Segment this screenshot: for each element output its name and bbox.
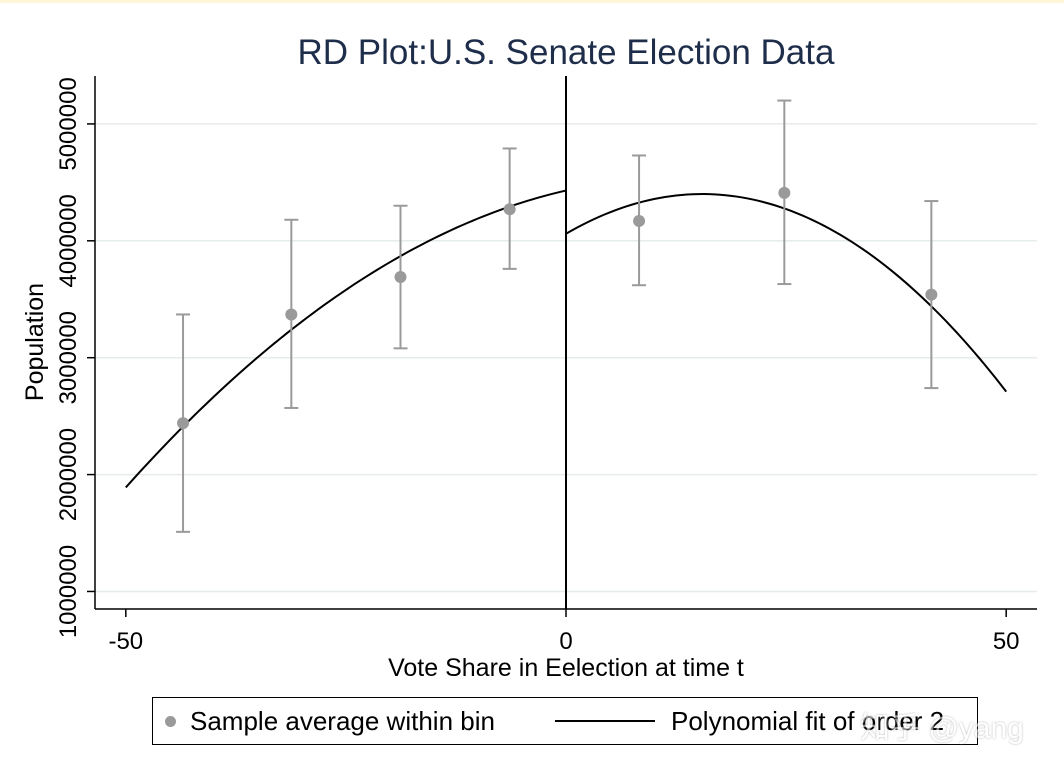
- fit-line-left: [125, 189, 567, 489]
- y-axis-title: Population: [21, 283, 49, 401]
- y-tick-label: 2000000: [55, 428, 82, 521]
- x-tick-label: 50: [993, 628, 1020, 655]
- x-ticks: -50 0 50: [108, 609, 1020, 655]
- chart-title: RD Plot:U.S. Senate Election Data: [298, 33, 835, 72]
- legend-label-fit: Polynomial fit of order 2: [671, 705, 945, 736]
- x-axis-title: Vote Share in Eelection at time t: [388, 654, 744, 682]
- legend-label-sample: Sample average within bin: [190, 705, 495, 736]
- y-tick-label: 4000000: [55, 194, 82, 287]
- data-point: [285, 308, 298, 321]
- y-tick-label: 1000000: [55, 545, 82, 638]
- y-tick-label: 5000000: [55, 77, 82, 170]
- x-tick-label: -50: [108, 628, 143, 655]
- legend: Sample average within bin Polynomial fit…: [152, 697, 978, 745]
- fit-line-right: [565, 193, 1007, 393]
- data-point: [503, 203, 516, 216]
- data-point: [394, 271, 407, 284]
- data-point: [177, 417, 190, 430]
- watermark: 知乎 @yang: [860, 712, 1024, 745]
- legend-dot-icon: [165, 715, 176, 727]
- legend-line-icon: [555, 720, 655, 722]
- y-tick-label: 3000000: [55, 311, 82, 404]
- y-ticks: 1000000 2000000 3000000 4000000 5000000: [55, 77, 95, 638]
- axes: [94, 76, 1037, 610]
- data-point: [925, 288, 938, 301]
- top-border: [0, 0, 1064, 3]
- data-point: [778, 186, 791, 199]
- legend-item-fit: Polynomial fit of order 2: [555, 698, 944, 744]
- x-tick-label: 0: [559, 628, 572, 655]
- data-point: [633, 214, 646, 227]
- legend-item-sample: Sample average within bin: [165, 698, 495, 744]
- bin-points: [177, 186, 938, 430]
